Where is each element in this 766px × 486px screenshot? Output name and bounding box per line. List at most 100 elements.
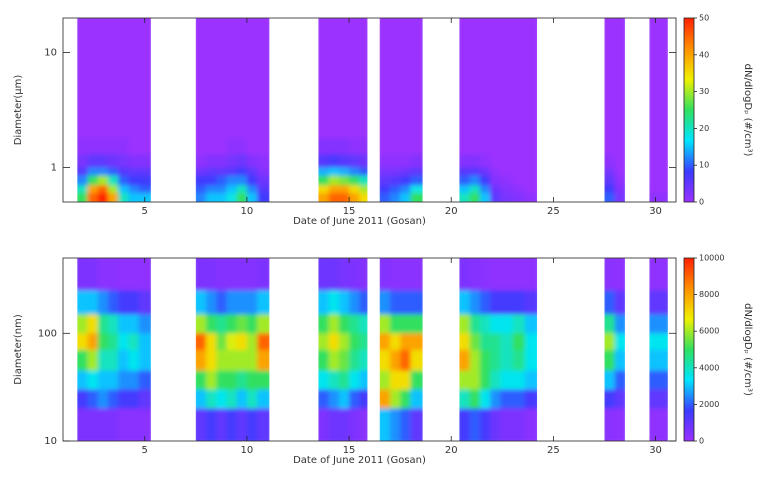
heat-cell — [649, 137, 668, 155]
heat-cell — [512, 313, 526, 334]
heat-cell — [195, 166, 207, 176]
heat-cell — [379, 313, 391, 334]
heat-cell — [246, 370, 258, 390]
x-tick-label: 20 — [445, 445, 458, 456]
heat-cell — [500, 153, 514, 168]
heat-cell — [118, 332, 129, 350]
heat-cell — [410, 332, 423, 350]
x-tick-label: 30 — [649, 445, 662, 456]
heat-cell — [236, 313, 248, 334]
heat-cell — [359, 258, 368, 291]
heat-cell — [128, 153, 140, 168]
heat-cell — [206, 166, 217, 176]
heat-cell — [97, 407, 109, 441]
heat-cell — [206, 389, 217, 409]
heat-cell — [195, 258, 207, 291]
period — [459, 18, 538, 202]
x-tick-label: 20 — [445, 206, 458, 217]
heat-cell — [107, 18, 119, 139]
heat-cell — [128, 407, 140, 441]
heat-cell — [359, 184, 368, 193]
heat-cell — [500, 137, 514, 155]
heat-cell — [469, 166, 481, 176]
heat-cell — [379, 174, 391, 186]
heat-cell — [128, 313, 140, 334]
period — [318, 258, 368, 441]
heat-cell — [246, 18, 258, 139]
heat-cell — [410, 18, 423, 139]
heat-cell — [226, 313, 238, 334]
heat-cell — [338, 370, 350, 390]
colorbar-tick-label: 10 — [699, 161, 709, 170]
heat-cell — [338, 407, 350, 441]
heat-cell — [604, 174, 616, 186]
heat-cell — [97, 370, 109, 390]
heat-cell — [469, 258, 481, 291]
heat-cell — [216, 166, 228, 176]
heat-cell — [410, 174, 423, 186]
heat-cell — [479, 313, 491, 334]
heat-cell — [490, 192, 501, 202]
heat-cell — [512, 166, 526, 176]
heat-cell — [97, 349, 109, 371]
heat-cell — [469, 289, 481, 315]
heat-cell — [359, 370, 368, 390]
heat-cell — [614, 166, 625, 176]
heat-cell — [97, 258, 109, 291]
heat-cell — [128, 258, 140, 291]
heat-cell — [328, 407, 340, 441]
period-cells — [604, 18, 625, 202]
heat-cell — [469, 407, 481, 441]
heat-cell — [77, 166, 89, 176]
heat-cell — [87, 153, 99, 168]
heat-cell — [107, 407, 119, 441]
heat-cell — [87, 166, 99, 176]
heat-cell — [206, 332, 217, 350]
colorbar-label: dN/dlogDₚ (#/cm³) — [742, 303, 753, 396]
heat-cell — [604, 258, 616, 291]
heat-cell — [500, 192, 514, 202]
heat-cell — [490, 137, 501, 155]
heat-cell — [318, 313, 330, 334]
heat-cell — [500, 370, 514, 390]
heat-cell — [512, 332, 526, 350]
heat-cell — [107, 258, 119, 291]
heat-cell — [138, 407, 151, 441]
heat-cell — [490, 166, 501, 176]
heat-cell — [604, 192, 616, 202]
heat-cell — [77, 258, 89, 291]
heat-cell — [107, 389, 119, 409]
heat-cell — [459, 313, 471, 334]
heat-cell — [500, 174, 514, 186]
heat-cell — [359, 153, 368, 168]
heat-cell — [328, 389, 340, 409]
colorbar-tick-label: 20 — [699, 124, 709, 133]
heat-cell — [138, 137, 151, 155]
x-tick-label: 5 — [142, 206, 148, 217]
heat-cell — [257, 153, 270, 168]
heat-cell — [400, 192, 411, 202]
heat-cell — [512, 407, 526, 441]
heat-cell — [500, 407, 514, 441]
heat-cell — [389, 313, 401, 334]
heat-cell — [490, 153, 501, 168]
heat-cell — [500, 313, 514, 334]
heat-cell — [469, 137, 481, 155]
heat-cell — [216, 389, 228, 409]
heat-cell — [479, 192, 491, 202]
heat-cell — [328, 332, 340, 350]
heat-cell — [604, 407, 616, 441]
heat-cell — [97, 166, 109, 176]
heat-cell — [77, 192, 89, 202]
heat-cell — [400, 313, 411, 334]
heat-cell — [500, 349, 514, 371]
heat-cell — [604, 389, 616, 409]
heat-cell — [359, 192, 368, 202]
heat-cell — [512, 349, 526, 371]
heat-cell — [389, 166, 401, 176]
heat-cell — [195, 370, 207, 390]
heat-cell — [236, 184, 248, 193]
heat-cell — [469, 174, 481, 186]
heat-cell — [318, 137, 330, 155]
period — [195, 258, 270, 441]
